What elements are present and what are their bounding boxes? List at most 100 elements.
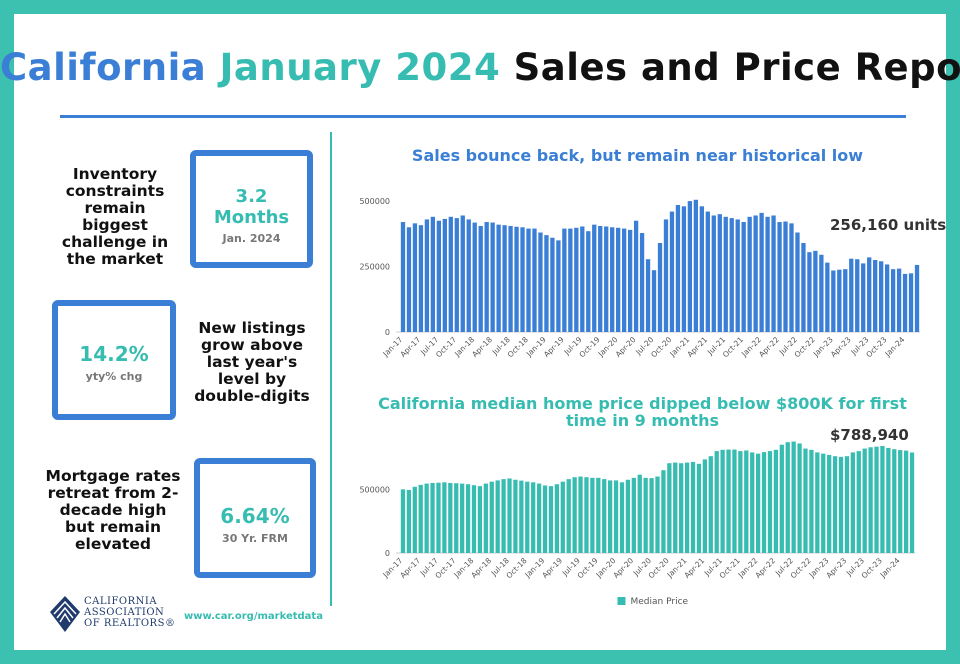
sales-bar [514,226,519,332]
price-bar [613,480,619,553]
price-bar [673,462,678,553]
price-bar [756,453,761,553]
sales-bar [855,259,860,332]
sales-ytick-label: 250000 [359,263,390,272]
price-ytick-label: 0 [385,549,390,558]
inventory-box: 3.2 Months Jan. 2024 [190,150,313,268]
sales-xtick-label: Apr-23 [829,335,853,359]
price-xtick-label: Apr-19 [540,556,564,580]
sales-bar [759,212,764,332]
sales-bar [663,219,669,332]
price-bar [868,447,873,553]
price-xtick-label: Apr-22 [753,556,777,580]
price-bar [536,483,542,553]
sales-bar [454,218,459,332]
mortgage-value: 6.64% [220,504,290,528]
price-bar [815,452,820,553]
price-bar [548,486,554,553]
sales-bar [729,218,734,332]
price-bar [714,451,719,553]
price-bar [732,449,737,553]
sales-bar [831,270,836,332]
price-bar [637,474,642,553]
mortgage-text: Mortgage rates retreat from 2-decade hig… [45,467,181,553]
sales-bar [639,233,645,332]
sales-bar [574,227,579,332]
price-bar [803,448,808,553]
price-bar [418,484,423,553]
price-bar [880,446,885,553]
price-xtick-label: Oct-19 [576,556,600,580]
price-bar [832,456,838,553]
sales-bar [544,235,549,332]
sales-bar [777,222,782,332]
price-bar [821,453,826,553]
price-bar [608,480,613,553]
sales-bar [478,225,483,332]
sales-bar [472,222,477,332]
price-bar [460,483,465,553]
listings-sub: yty% chg [85,370,143,383]
sales-bar [460,215,465,332]
sales-chart-title: Sales bounce back, but remain near histo… [411,146,864,165]
sales-xtick-label: Apr-18 [470,335,494,359]
sales-bar [550,237,555,332]
sales-bar [562,228,567,332]
price-bar [761,452,767,553]
price-bar [696,463,702,553]
price-bar [602,479,607,553]
sales-bar [538,232,543,332]
sales-bar [837,269,842,332]
price-bar [590,477,595,553]
sales-bar [430,216,436,332]
price-bar [679,463,684,553]
price-bar [436,482,441,553]
price-bar [489,481,494,553]
sales-bar [616,227,621,332]
price-xtick-label: Apr-23 [824,556,848,580]
sales-bar [902,273,908,332]
price-bar [525,481,530,553]
price-xtick-label: Oct-21 [718,556,742,580]
price-bar [513,479,518,553]
price-bar [874,446,879,553]
price-bar [720,449,725,553]
price-xtick-label: Apr-18 [469,556,493,580]
sales-bar [914,264,920,332]
sales-bar [418,225,424,332]
sales-bar [526,228,531,332]
sales-bar [556,240,561,332]
sales-bar [741,222,746,332]
sales-bar [873,260,878,332]
price-xtick-label: Apr-17 [398,556,422,580]
sales-bar [753,215,758,332]
logo-line-2: ASSOCIATION [84,607,165,618]
title-report: Sales and Price Report [513,46,960,89]
price-xtick-label: Apr-21 [682,556,706,580]
market-data-link[interactable]: www.car.org/marketdata [184,611,323,622]
sales-bar [496,224,501,332]
price-bar [909,452,915,553]
price-bar [442,482,447,553]
sales-bar [849,258,854,332]
sales-bar [747,216,752,332]
sales-bar [825,262,830,332]
sales-xtick-label: Oct-17 [434,335,458,359]
sales-bar [651,270,657,332]
price-xtick-label: Oct-20 [647,556,671,580]
price-bar [744,450,749,553]
inventory-sub: Jan. 2024 [222,232,281,245]
inventory-text: Inventory constraints remain biggest cha… [61,165,169,268]
price-bar [412,486,417,553]
price-legend-swatch [617,597,626,605]
price-bar [773,449,779,553]
association-logo-text: CALIFORNIA ASSOCIATION OF REALTORS® [84,596,175,629]
price-chart-title: California median home price dipped belo… [378,394,907,430]
sales-bar [711,215,716,332]
price-bar [667,463,672,553]
mortgage-sub: 30 Yr. FRM [222,532,288,545]
logo-line-3: OF REALTORS® [84,618,176,629]
price-bar [892,449,897,553]
sales-annotation: 256,160 units [830,216,947,234]
price-bar [560,481,565,553]
